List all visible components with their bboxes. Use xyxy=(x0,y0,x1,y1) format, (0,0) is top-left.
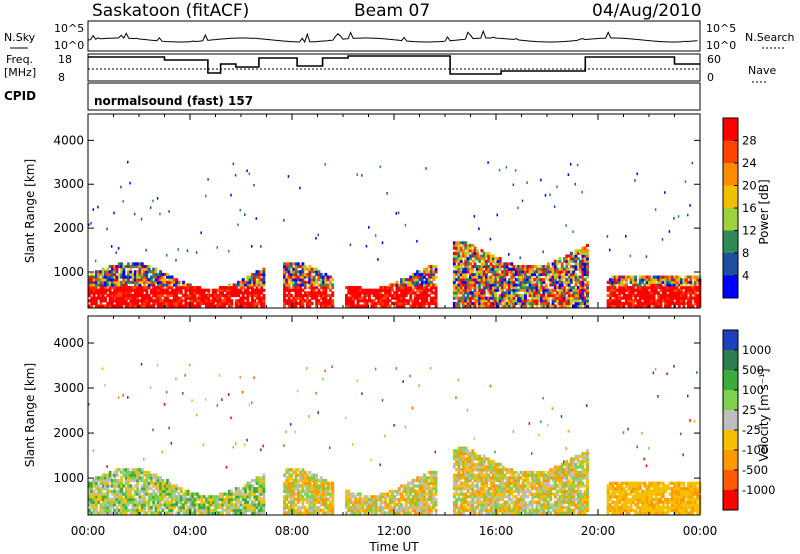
nsky-label: N.Sky xyxy=(4,31,36,44)
xtick-label: 16:00 xyxy=(479,524,514,538)
xtick-label: 00:00 xyxy=(71,524,106,538)
power-y-axis: 1000 2000 3000 4000 xyxy=(53,114,701,308)
power-panel xyxy=(87,113,701,309)
xtick-label: 20:00 xyxy=(581,524,616,538)
date-label: 04/Aug/2010 xyxy=(592,1,702,21)
colorbar-tick-label: 4 xyxy=(742,269,749,283)
cpid-panel xyxy=(87,82,701,111)
colorbar-segment xyxy=(723,490,738,511)
freq-tick-18: 18 xyxy=(58,53,72,66)
power-ylabel: Slant Range [km] xyxy=(23,159,37,263)
ytick-label: 1000 xyxy=(53,471,84,485)
colorbar-tick-label: -100 xyxy=(742,443,768,457)
noise-axis-top: 10^5 xyxy=(54,22,84,35)
colorbar-tick-label: 8 xyxy=(742,246,749,260)
colorbar-tick-label: 12 xyxy=(742,224,757,238)
colorbar-segment xyxy=(723,253,738,276)
noise-sky-trace xyxy=(87,29,698,44)
colorbar-segment xyxy=(723,140,738,164)
power-data xyxy=(88,160,702,308)
freq-label: Freq. xyxy=(6,53,33,66)
velocity-y-axis: 1000 2000 3000 4000 xyxy=(53,316,701,515)
colorbar-tick-label: 28 xyxy=(742,134,757,148)
colorbar-tick-label: 500 xyxy=(742,363,764,377)
ytick-label: 4000 xyxy=(53,336,84,350)
colorbar-tick-label: 100 xyxy=(742,383,764,397)
ytick-label: 1000 xyxy=(53,265,84,279)
colorbar-segment xyxy=(723,350,738,371)
ytick-label: 3000 xyxy=(53,177,84,191)
colorbar-tick-label: -25 xyxy=(742,423,761,437)
noise-panel xyxy=(87,20,701,52)
colorbar-tick-label: -1000 xyxy=(742,483,775,497)
ytick-label: 2000 xyxy=(53,426,84,440)
nave-tick-0: 0 xyxy=(707,71,714,84)
ytick-label: 2000 xyxy=(53,221,84,235)
cpid-label: CPID xyxy=(4,89,36,103)
colorbar-tick-label: -500 xyxy=(742,463,768,477)
colorbar-segment xyxy=(723,118,738,141)
noise-axis-top-right: 10^5 xyxy=(706,22,736,35)
colorbar-tick-label: 20 xyxy=(742,179,757,193)
ytick-label: 4000 xyxy=(53,133,84,147)
colorbar-segment xyxy=(723,330,738,351)
ytick-label: 3000 xyxy=(53,381,84,395)
colorbar-segment xyxy=(723,275,738,299)
velocity-ylabel: Slant Range [km] xyxy=(23,363,37,467)
velocity-colorbar-label: Velocity [m s⁻¹] xyxy=(757,368,771,461)
colorbar-tick-label: 24 xyxy=(742,156,757,170)
colorbar-segment xyxy=(723,410,738,431)
colorbar-frame xyxy=(722,329,739,511)
velocity-colorbar: 1000 500 100 25 -25 -100 -500 -1000 xyxy=(722,329,775,511)
colorbar-segment xyxy=(723,230,738,254)
xtick-label: 08:00 xyxy=(275,524,310,538)
velocity-data xyxy=(88,362,702,515)
colorbar-segment xyxy=(723,470,738,491)
nave-tick-60: 60 xyxy=(707,53,721,66)
xtick-label: 04:00 xyxy=(173,524,208,538)
noise-axis-bottom-right: 10^0 xyxy=(706,39,736,52)
nave-label: Nave xyxy=(748,64,776,77)
power-colorbar-label: Power [dB] xyxy=(757,179,771,244)
power-colorbar: 28 24 20 16 12 8 4 xyxy=(722,117,757,299)
colorbar-segment xyxy=(723,450,738,471)
colorbar-tick-label: 1000 xyxy=(742,343,771,357)
time-x-axis: 00:00 04:00 08:00 12:00 16:00 20:00 00:00 xyxy=(71,524,718,538)
colorbar-segment xyxy=(723,163,738,186)
colorbar-segment xyxy=(723,430,738,451)
xtick-label: 12:00 xyxy=(377,524,412,538)
noise-axis-bottom: 10^0 xyxy=(54,39,84,52)
freq-trace xyxy=(88,55,700,75)
colorbar-segment xyxy=(723,390,738,411)
nsearch-label: N.Search xyxy=(745,31,795,44)
beam-label: Beam 07 xyxy=(354,1,430,21)
freq-panel xyxy=(87,53,701,82)
colorbar-segment xyxy=(723,208,738,231)
freq-unit: [MHz] xyxy=(4,66,36,79)
colorbar-tick-label: 25 xyxy=(742,403,757,417)
xtick-label: 00:00 xyxy=(683,524,718,538)
colorbar-segment xyxy=(723,370,738,391)
mode-label: normalsound (fast) 157 xyxy=(94,94,253,108)
freq-tick-8: 8 xyxy=(58,71,65,84)
station-title: Saskatoon (fitACF) xyxy=(92,1,249,21)
colorbar-tick-label: 16 xyxy=(742,201,757,215)
colorbar-segment xyxy=(723,185,738,209)
time-xlabel: Time UT xyxy=(368,540,419,554)
